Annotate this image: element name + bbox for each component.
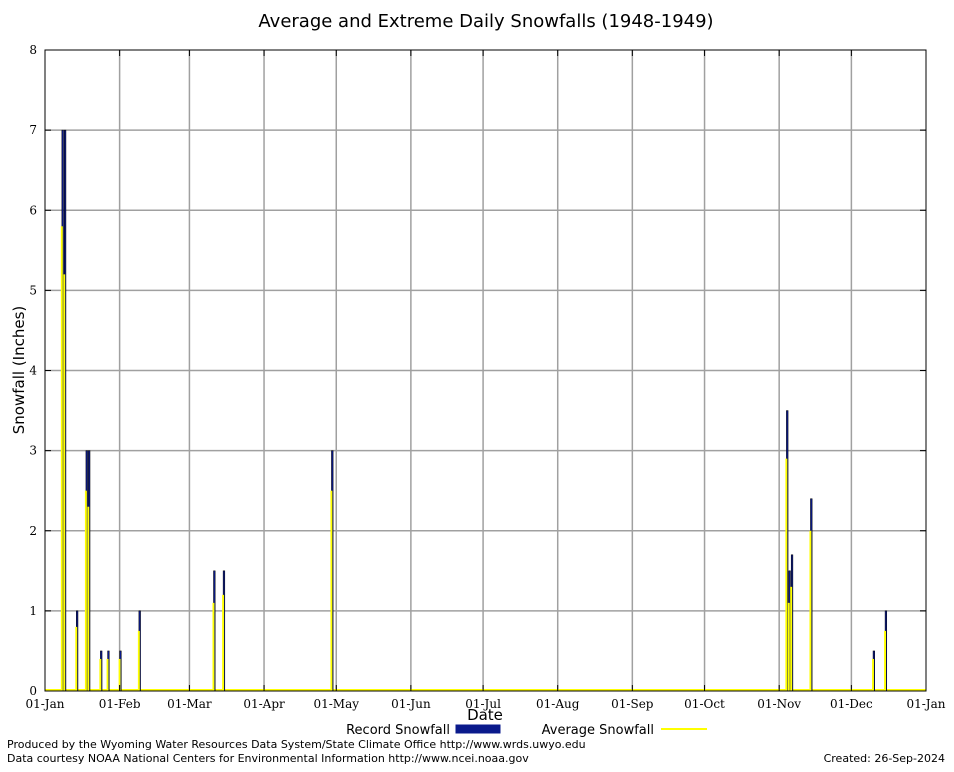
y-tick-label: 3	[29, 444, 37, 458]
average-snowfall-bar	[75, 626, 78, 691]
average-snowfall-bar	[212, 602, 215, 691]
x-tick-label: 01-Jul	[465, 697, 501, 711]
legend-average-label: Average Snowfall	[542, 723, 654, 738]
average-snowfall-bar	[330, 490, 333, 691]
x-tick-label: 01-Jan	[25, 697, 64, 711]
x-tick-label: 01-Sep	[611, 697, 654, 711]
average-snowfall-bar	[809, 530, 812, 691]
grid-lines	[45, 50, 926, 691]
footer-created-date: Created: 26-Sep-2024	[824, 752, 945, 765]
footer-data-courtesy: Data courtesy NOAA National Centers for …	[7, 752, 529, 765]
x-axis-label: Date	[467, 706, 503, 724]
average-snowfall-bar	[60, 226, 63, 691]
y-tick-label: 4	[29, 364, 37, 378]
y-axis-ticks: 0 1 2 3 4 5 6 7 8	[29, 43, 926, 698]
x-tick-label: 01-Jan	[906, 697, 945, 711]
average-snowfall-bar	[137, 630, 140, 691]
average-snowfall-bar	[790, 586, 793, 691]
average-snowfall-bar	[785, 458, 788, 691]
average-snowfall-bar	[872, 658, 874, 691]
average-snowfall-bar	[84, 490, 87, 691]
x-tick-label: 01-Dec	[830, 697, 873, 711]
average-snowfall-bar	[884, 630, 887, 691]
legend-record-label: Record Snowfall	[346, 723, 450, 738]
average-snowfall-bar	[63, 274, 66, 691]
y-tick-label: 2	[29, 524, 37, 538]
x-axis-ticks: 01-Jan 01-Feb 01-Mar 01-Apr 01-May 01-Jun 01-J…	[25, 50, 946, 711]
x-tick-label: 01-Mar	[167, 697, 212, 711]
y-tick-label: 7	[29, 123, 37, 137]
legend: Record Snowfall Average Snowfall	[346, 723, 707, 738]
legend-record-swatch	[455, 724, 501, 734]
x-tick-label: 01-Nov	[757, 697, 801, 711]
footer-produced-by: Produced by the Wyoming Water Resources …	[7, 738, 586, 751]
chart-title: Average and Extreme Daily Snowfalls (194…	[258, 11, 713, 32]
x-tick-label: 01-Jun	[391, 697, 431, 711]
x-tick-label: 01-May	[313, 697, 359, 711]
y-tick-label: 6	[29, 203, 37, 217]
y-tick-label: 1	[29, 604, 37, 618]
y-axis-label: Snowfall (Inches)	[10, 306, 28, 434]
x-tick-label: 01-Aug	[536, 697, 580, 711]
y-tick-label: 8	[29, 43, 37, 57]
average-snowfall-bar	[118, 658, 121, 691]
y-tick-label: 5	[29, 283, 37, 297]
average-snowfall-bar	[87, 506, 90, 691]
x-tick-label: 01-Feb	[99, 697, 141, 711]
average-snowfall-bar	[99, 658, 102, 691]
x-tick-label: 01-Oct	[684, 697, 725, 711]
x-tick-label: 01-Apr	[243, 697, 285, 711]
y-tick-label: 0	[29, 684, 37, 698]
average-snowfall-bar	[222, 594, 225, 691]
average-snowfall-bar	[106, 658, 109, 691]
average-snowfall-bar	[787, 602, 790, 691]
